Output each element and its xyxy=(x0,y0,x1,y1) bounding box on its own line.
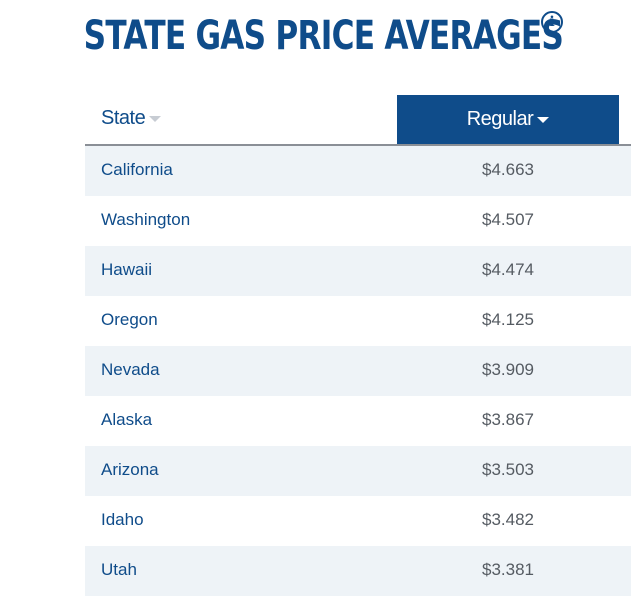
state-name[interactable]: Washington xyxy=(101,210,191,229)
regular-price: $3.482 xyxy=(482,510,534,529)
regular-price: $4.474 xyxy=(482,260,534,279)
state-column-header[interactable]: State xyxy=(101,107,162,130)
regular-price: $3.867 xyxy=(482,410,534,429)
state-name[interactable]: Idaho xyxy=(101,510,144,529)
state-name[interactable]: Hawaii xyxy=(101,260,153,279)
regular-price: $4.125 xyxy=(482,310,534,329)
table-row: Arizona $3.503 xyxy=(85,446,631,496)
sort-caret-icon xyxy=(149,115,162,122)
state-name[interactable]: California xyxy=(101,160,173,179)
table-row: Oregon $4.125 xyxy=(85,296,631,346)
table-header: State Regular xyxy=(85,95,631,146)
table-row: Idaho $3.482 xyxy=(85,496,631,546)
table-row: Alaska $3.867 xyxy=(85,396,631,446)
table-row: Nevada $3.909 xyxy=(85,346,631,396)
state-name[interactable]: Alaska xyxy=(101,410,153,429)
regular-column-label: Regular xyxy=(466,108,534,130)
state-name[interactable]: Utah xyxy=(101,560,137,579)
state-column-label: State xyxy=(101,107,146,129)
regular-price: $4.507 xyxy=(482,210,534,229)
regular-price: $3.381 xyxy=(482,560,534,579)
page-title: STATE GAS PRICE AVERAGES xyxy=(83,13,564,59)
table-row: Washington $4.507 xyxy=(85,196,631,246)
info-icon[interactable]: i xyxy=(541,11,563,33)
state-name[interactable]: Nevada xyxy=(101,360,160,379)
regular-price: $3.503 xyxy=(482,460,534,479)
regular-price: $3.909 xyxy=(482,360,534,379)
regular-column-header[interactable]: Regular xyxy=(397,95,619,144)
table-row: Utah $3.381 xyxy=(85,546,631,596)
table-row: California $4.663 xyxy=(85,146,631,196)
title-wrap: STATE GAS PRICE AVERAGES xyxy=(0,8,631,64)
gas-price-table: State Regular California $4.663 Washingt… xyxy=(85,95,631,596)
table-row: Hawaii $4.474 xyxy=(85,246,631,296)
sort-desc-icon xyxy=(537,116,550,123)
regular-price: $4.663 xyxy=(482,160,534,179)
state-name[interactable]: Arizona xyxy=(101,460,159,479)
state-name[interactable]: Oregon xyxy=(101,310,158,329)
